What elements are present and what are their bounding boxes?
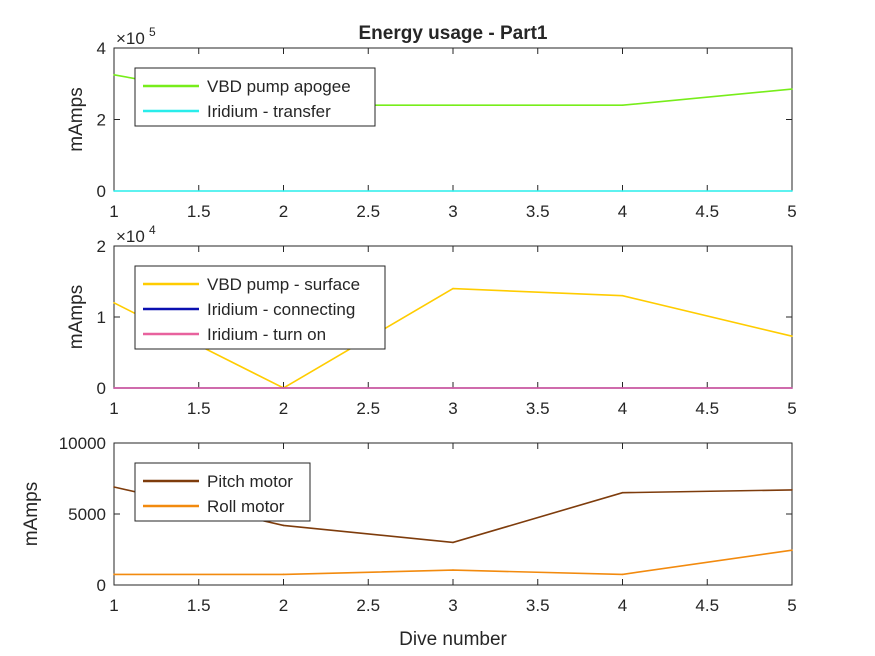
subplot-1-xtick-label: 1 xyxy=(109,202,118,221)
subplot-3-ytick-label: 5000 xyxy=(68,505,106,524)
subplot-2-xtick-label: 4 xyxy=(618,399,627,418)
subplot-3-series-2-point xyxy=(452,569,454,571)
subplot-1-ytick-label: 0 xyxy=(97,182,106,201)
subplot-1-legend-box xyxy=(134,67,376,127)
subplot-3-xtick-label: 4 xyxy=(618,596,627,615)
subplot-2-ytick-label: 0 xyxy=(97,379,106,398)
subplot-2-series-3-point xyxy=(791,387,793,389)
subplot-1-series-2-point xyxy=(621,190,624,192)
subplot-1-series-1-point xyxy=(113,74,115,76)
subplot-1-series-1-point xyxy=(791,88,793,90)
subplot-3-legend-box xyxy=(134,462,311,522)
subplot-1-ylabel: mAmps xyxy=(66,87,87,151)
subplot-2-ylabel: mAmps xyxy=(66,285,87,349)
subplot-2-legend-label-2: Iridium - connecting xyxy=(207,300,355,319)
subplot-2-xtick-label: 2.5 xyxy=(356,399,380,418)
subplot-3-legend-label-1: Pitch motor xyxy=(207,472,293,491)
subplot-1-exponent-power: 5 xyxy=(149,25,156,39)
subplot-1-xtick-label: 1.5 xyxy=(187,202,211,221)
subplot-3-xtick-label: 2 xyxy=(279,596,288,615)
subplot-2-xtick-label: 2 xyxy=(279,399,288,418)
subplot-2-xtick-label: 1.5 xyxy=(187,399,211,418)
subplot-3-ylabel: mAmps xyxy=(21,482,42,546)
subplot-2-series-1-point xyxy=(791,335,793,337)
subplot-3-ytick-label: 0 xyxy=(97,576,106,595)
subplot-3-ytick-label: 10000 xyxy=(59,434,106,453)
subplot-3-series-1-point xyxy=(791,489,793,491)
subplot-1-xtick-label: 2 xyxy=(279,202,288,221)
subplot-3-xtick-label: 1.5 xyxy=(187,596,211,615)
subplot-2-ytick-label: 2 xyxy=(97,237,106,256)
subplot-2-series-1-point xyxy=(452,287,454,290)
subplot-1-series-2-point xyxy=(282,190,285,192)
subplot-3-xtick-label: 5 xyxy=(787,596,796,615)
subplot-2-series-3-point xyxy=(621,387,624,389)
subplot-3-series-2-point xyxy=(791,549,793,552)
subplot-2-xtick-label: 4.5 xyxy=(695,399,719,418)
subplot-1-ytick-label: 4 xyxy=(97,39,106,58)
subplot-1-series-2-point xyxy=(452,190,454,192)
subplot-2-ytick-label: 1 xyxy=(97,308,106,327)
subplot-3-series-2-point xyxy=(621,573,624,576)
subplot-2-xtick-label: 3 xyxy=(448,399,457,418)
subplot-3-series-1-point xyxy=(452,541,454,544)
subplot-3-series-2-point xyxy=(113,573,115,576)
subplot-3-xtick-label: 4.5 xyxy=(695,596,719,615)
subplot-3-xtick-label: 3 xyxy=(448,596,457,615)
subplot-1-xtick-label: 3 xyxy=(448,202,457,221)
subplot-3-series-1-point xyxy=(621,491,624,494)
subplot-1-xtick-label: 2.5 xyxy=(356,202,380,221)
subplot-3-series-2-point xyxy=(282,573,285,576)
subplot-3-xtick-label: 2.5 xyxy=(356,596,380,615)
subplot-2-exponent-power: 4 xyxy=(149,223,156,237)
subplot-3-series-1-point xyxy=(113,486,115,488)
subplot-1-xtick-label: 4 xyxy=(618,202,627,221)
subplot-1-xtick-label: 3.5 xyxy=(526,202,550,221)
subplot-2-legend-label-3: Iridium - turn on xyxy=(207,325,326,344)
subplot-1-series-1-point xyxy=(621,104,624,106)
subplot-3-xtick-label: 1 xyxy=(109,596,118,615)
subplot-2-series-1-point xyxy=(113,302,115,304)
subplot-1-legend-label-1: VBD pump apogee xyxy=(207,77,351,96)
figure-title: Energy usage - Part1 xyxy=(358,23,547,44)
subplot-2-xtick-label: 5 xyxy=(787,399,796,418)
subplot-1-exponent-label: ×10 xyxy=(116,29,145,48)
subplot-1-legend-label-2: Iridium - transfer xyxy=(207,102,331,121)
subplot-1-ytick-label: 2 xyxy=(97,111,106,130)
subplot-3-legend-label-2: Roll motor xyxy=(207,497,285,516)
subplot-2-xtick-label: 1 xyxy=(109,399,118,418)
subplot-1-xtick-label: 4.5 xyxy=(695,202,719,221)
subplot-2-series-3-point xyxy=(282,387,285,389)
subplot-3-series-1-point xyxy=(282,524,285,527)
subplot-1-xtick-label: 5 xyxy=(787,202,796,221)
subplot-2-xtick-label: 3.5 xyxy=(526,399,550,418)
subplot-2-legend-label-1: VBD pump - surface xyxy=(207,275,360,294)
subplot-3-xtick-label: 3.5 xyxy=(526,596,550,615)
subplot-2-series-3-point xyxy=(113,387,115,389)
figure-xlabel: Dive number xyxy=(399,629,507,650)
subplot-1-series-2-point xyxy=(113,190,115,192)
subplot-2-series-1-point xyxy=(621,294,624,297)
subplot-1-series-2-point xyxy=(791,190,793,192)
subplot-1-series-1-point xyxy=(452,104,454,106)
subplot-2-exponent-label: ×10 xyxy=(116,227,145,246)
subplot-2-series-3-point xyxy=(452,387,454,389)
